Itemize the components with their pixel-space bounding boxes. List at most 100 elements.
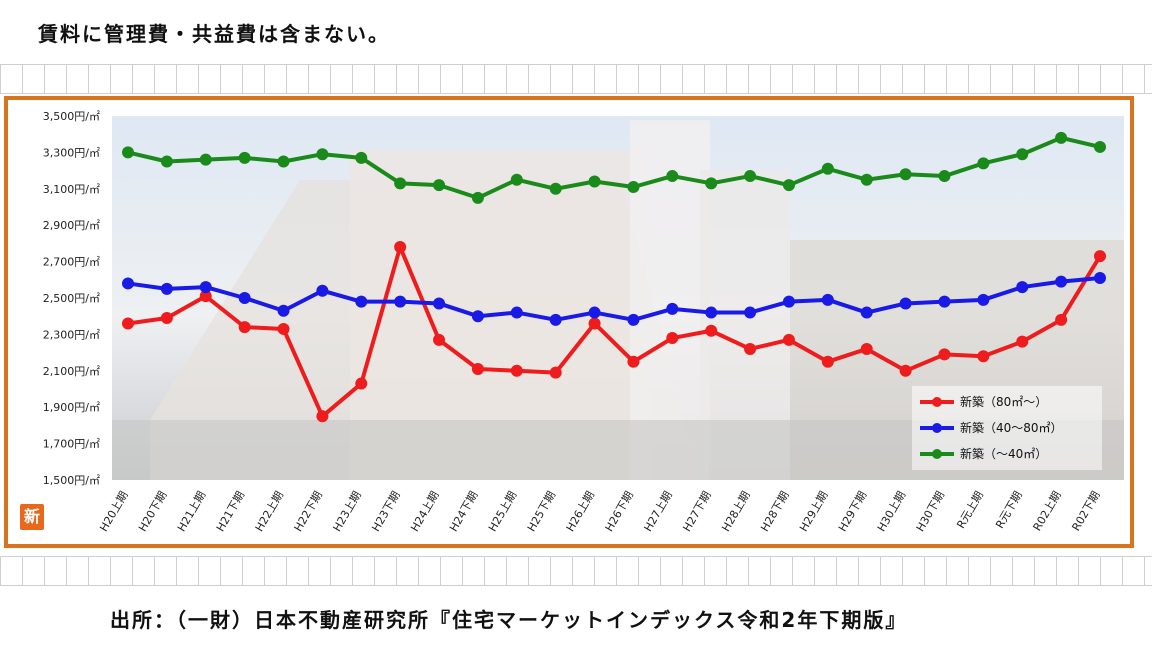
series-2 [122, 131, 1106, 204]
data-point [977, 350, 990, 363]
legend-label: 新築（80㎡～） [960, 394, 1047, 409]
data-point [199, 281, 212, 294]
y-tick-label: 2,500円/㎡ [43, 292, 100, 305]
x-tick-label: H27上期 [642, 489, 675, 534]
series-line [127, 245, 1102, 419]
data-point [160, 312, 173, 325]
data-point [588, 317, 601, 330]
data-point [277, 304, 290, 317]
x-tick-label: H28下期 [758, 489, 791, 534]
y-tick-label: 3,100円/㎡ [43, 183, 100, 196]
x-tick-label: H22下期 [292, 489, 325, 534]
data-point [705, 177, 718, 190]
y-tick-label: 3,500円/㎡ [43, 110, 100, 123]
x-tick-label: H25下期 [525, 489, 558, 534]
data-point [199, 290, 212, 303]
data-point [549, 366, 562, 379]
data-point [394, 177, 407, 190]
data-point [977, 157, 990, 170]
data-point [433, 297, 446, 310]
data-point [821, 293, 834, 306]
data-point [705, 324, 718, 337]
data-point [666, 170, 679, 183]
data-point [744, 342, 757, 355]
x-tick-label: H22上期 [253, 489, 286, 534]
legend-item: 新築（80㎡～） [920, 394, 1047, 409]
y-tick-label: 1,900円/㎡ [43, 401, 100, 414]
legend: 新築（80㎡～） 新築（40～80㎡） 新築（～40㎡） [912, 386, 1102, 470]
x-tick-label: H21上期 [175, 489, 208, 534]
x-tick-label: H29下期 [836, 489, 869, 534]
y-tick-label: 3,300円/㎡ [43, 146, 100, 159]
x-tick-label: H25上期 [486, 489, 519, 534]
y-tick-label: 1,500円/㎡ [43, 474, 100, 487]
y-tick-label: 2,100円/㎡ [43, 365, 100, 378]
data-point [277, 155, 290, 168]
y-tick-label: 2,300円/㎡ [43, 328, 100, 341]
x-tick-label: H27下期 [680, 489, 713, 534]
data-point [433, 333, 446, 346]
legend-label: 新築（40～80㎡） [960, 420, 1063, 435]
data-point [977, 293, 990, 306]
x-tick-label: R元下期 [993, 489, 1025, 531]
legend-item: 新築（40～80㎡） [920, 420, 1063, 435]
data-point [160, 155, 173, 168]
legend-swatch-marker [932, 397, 942, 407]
data-point [666, 302, 679, 315]
source-text: 出所：（一財）日本不動産研究所『住宅マーケットインデックス令和2年下期版』 [110, 608, 908, 632]
y-tick-label: 2,700円/㎡ [43, 256, 100, 269]
x-tick-label: H21下期 [214, 489, 247, 534]
new-badge: 新 [20, 504, 44, 530]
data-point [510, 364, 523, 377]
legend-swatch-marker [932, 449, 942, 459]
data-point [938, 170, 951, 183]
legend-swatch-marker [932, 423, 942, 433]
data-point [627, 355, 640, 368]
data-point [899, 168, 912, 181]
x-tick-label: H30下期 [914, 489, 947, 534]
data-point [1094, 271, 1106, 284]
x-tick-label: H20上期 [97, 489, 130, 534]
legend-item: 新築（～40㎡） [920, 446, 1047, 461]
data-point [122, 146, 134, 159]
data-point [394, 241, 407, 254]
data-point [860, 306, 873, 319]
data-point [1055, 131, 1068, 144]
data-point [238, 321, 251, 334]
data-point [394, 295, 407, 308]
data-point [433, 179, 446, 192]
x-tick-label: H24下期 [447, 489, 480, 534]
data-point [666, 332, 679, 345]
data-point [471, 362, 484, 375]
series-0 [122, 241, 1106, 423]
data-point [471, 310, 484, 323]
data-point [549, 182, 562, 195]
data-point [316, 284, 329, 297]
x-tick-label: H29上期 [797, 489, 830, 534]
data-point [1094, 250, 1106, 263]
data-point [782, 179, 795, 192]
data-point [938, 295, 951, 308]
x-tick-label: H26上期 [564, 489, 597, 534]
data-point [938, 348, 951, 361]
x-tick-label: R元上期 [954, 489, 986, 531]
data-point [510, 173, 523, 186]
data-point [1055, 275, 1068, 288]
data-point [899, 364, 912, 377]
data-point [588, 306, 601, 319]
data-point [1055, 313, 1068, 326]
y-tick-label: 1,700円/㎡ [43, 438, 100, 451]
data-point [355, 151, 368, 164]
data-point [510, 306, 523, 319]
series-1 [122, 271, 1106, 326]
x-tick-label: R02下期 [1070, 489, 1103, 533]
data-point [899, 297, 912, 310]
x-tick-label: H24上期 [408, 489, 441, 534]
x-tick-label: H20下期 [136, 489, 169, 534]
data-point [627, 313, 640, 326]
series-line [127, 135, 1101, 200]
data-point [316, 148, 329, 161]
data-point [549, 313, 562, 326]
data-point [782, 295, 795, 308]
